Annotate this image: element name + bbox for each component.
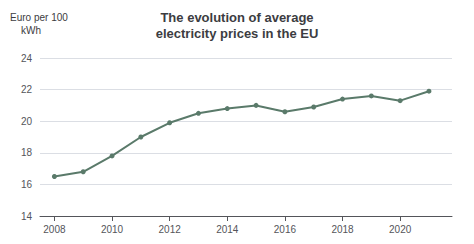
svg-text:16: 16: [21, 179, 33, 190]
svg-text:18: 18: [21, 147, 33, 158]
svg-text:The evolution of average: The evolution of average: [160, 10, 313, 25]
svg-text:kWh: kWh: [10, 25, 41, 36]
svg-text:20: 20: [21, 116, 33, 127]
svg-text:electricity prices in the EU: electricity prices in the EU: [156, 26, 319, 41]
svg-text:22: 22: [21, 84, 33, 95]
svg-text:24: 24: [21, 53, 33, 64]
svg-text:2010: 2010: [101, 224, 124, 235]
svg-text:2016: 2016: [274, 224, 297, 235]
svg-text:2020: 2020: [389, 224, 412, 235]
svg-text:Euro per 100: Euro per 100: [10, 12, 68, 23]
svg-text:2018: 2018: [331, 224, 354, 235]
svg-text:2014: 2014: [216, 224, 239, 235]
svg-text:2008: 2008: [43, 224, 66, 235]
svg-text:14: 14: [21, 211, 33, 222]
svg-text:2012: 2012: [159, 224, 182, 235]
